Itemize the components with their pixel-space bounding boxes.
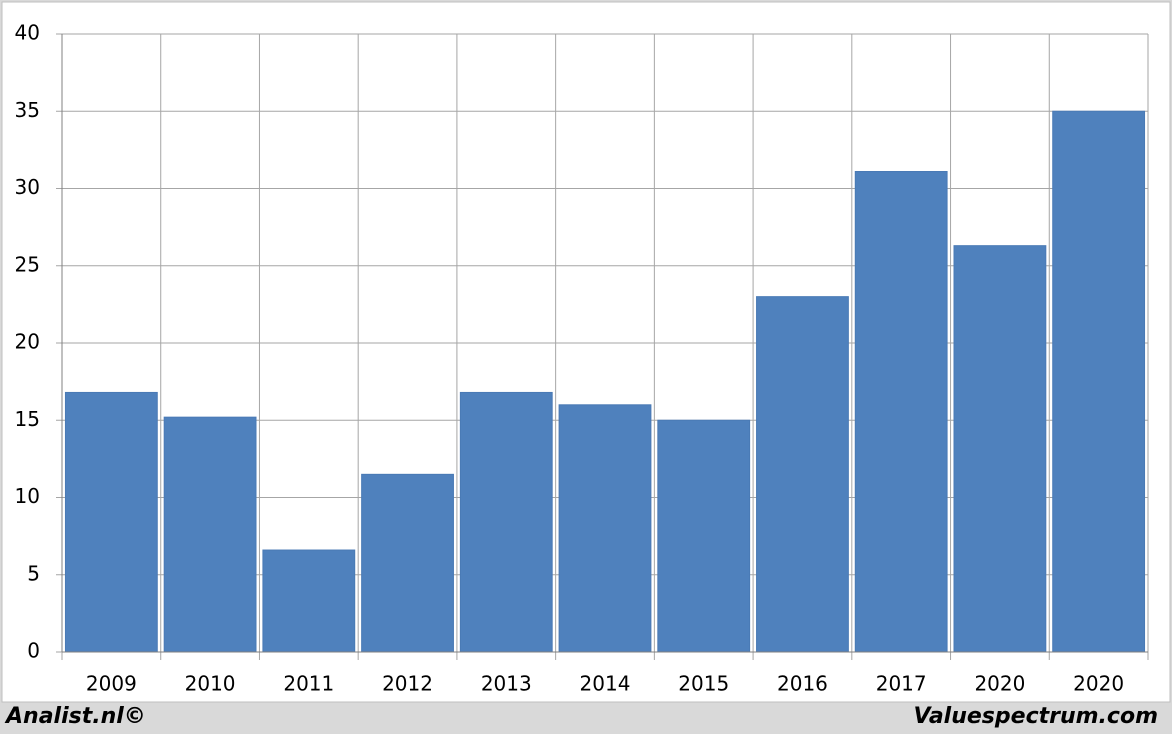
x-tick-label: 2020 <box>974 672 1025 696</box>
bar <box>262 549 356 653</box>
x-tick-label: 2010 <box>185 672 236 696</box>
y-tick-label: 20 <box>15 330 40 354</box>
credit-right: Valuespectrum.com <box>914 704 1158 729</box>
x-tick-label: 2017 <box>876 672 927 696</box>
bar <box>1052 110 1146 653</box>
y-tick-label: 25 <box>15 252 40 276</box>
bar <box>64 391 158 653</box>
x-tick-label: 2011 <box>283 672 334 696</box>
bar <box>854 171 948 653</box>
credit-left: Analist.nl© <box>4 704 146 729</box>
bar <box>953 245 1047 653</box>
bar <box>756 296 849 653</box>
y-tick-label: 30 <box>15 175 40 199</box>
x-tick-label: 2020 <box>1073 672 1124 696</box>
y-tick-label: 10 <box>15 484 40 508</box>
bar <box>558 404 652 653</box>
x-tick-label: 2013 <box>481 672 532 696</box>
bar <box>657 419 751 653</box>
y-tick-label: 0 <box>27 639 40 663</box>
x-tick-label: 2014 <box>580 672 631 696</box>
x-tick-label: 2016 <box>777 672 828 696</box>
bar <box>361 473 454 653</box>
y-tick-label: 40 <box>15 21 40 45</box>
bar <box>163 416 257 653</box>
y-tick-label: 5 <box>27 561 40 585</box>
bar <box>459 391 553 653</box>
x-tick-label: 2012 <box>382 672 433 696</box>
y-tick-label: 15 <box>15 407 40 431</box>
x-tick-label: 2015 <box>678 672 729 696</box>
y-tick-label: 35 <box>15 98 40 122</box>
x-tick-label: 2009 <box>86 672 137 696</box>
